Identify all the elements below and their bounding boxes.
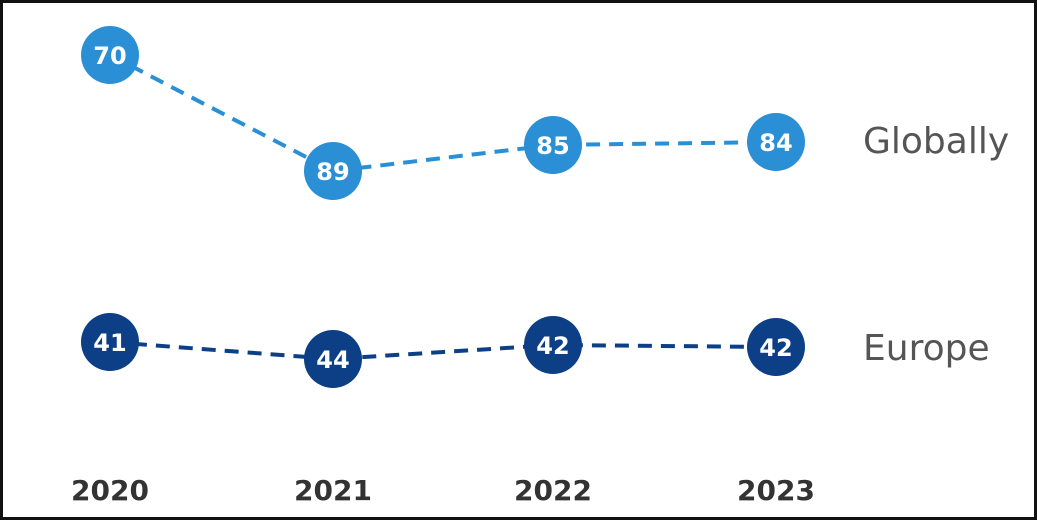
series-line-europe — [109, 340, 777, 361]
series-label-globally: Globally — [863, 121, 1009, 162]
point-globally-2021 — [304, 142, 362, 200]
line-chart: 70 89 85 84 Globally 41 44 42 42 Europe 2020 2021 20… — [71, 26, 1009, 507]
value-label-globally-2023: 84 — [759, 129, 792, 157]
point-globally-2022 — [524, 116, 582, 174]
point-europe-2020 — [81, 313, 139, 371]
value-label-globally-2021: 89 — [316, 158, 349, 186]
value-label-europe-2023: 42 — [759, 334, 792, 362]
point-europe-2021 — [304, 330, 362, 388]
value-label-globally-2020: 70 — [93, 42, 126, 70]
point-europe-2023 — [747, 318, 805, 376]
point-globally-2023 — [747, 113, 805, 171]
series-label-europe: Europe — [863, 328, 990, 369]
value-label-europe-2020: 41 — [93, 329, 126, 357]
x-tick-label-2021: 2021 — [294, 474, 372, 507]
series-line-globally — [109, 53, 777, 173]
point-globally-2020 — [81, 26, 139, 84]
value-label-globally-2022: 85 — [536, 132, 569, 160]
x-tick-label-2023: 2023 — [737, 474, 815, 507]
x-tick-label-2020: 2020 — [71, 474, 149, 507]
point-europe-2022 — [524, 316, 582, 374]
value-label-europe-2021: 44 — [316, 346, 349, 374]
value-label-europe-2022: 42 — [536, 332, 569, 360]
x-tick-label-2022: 2022 — [514, 474, 592, 507]
